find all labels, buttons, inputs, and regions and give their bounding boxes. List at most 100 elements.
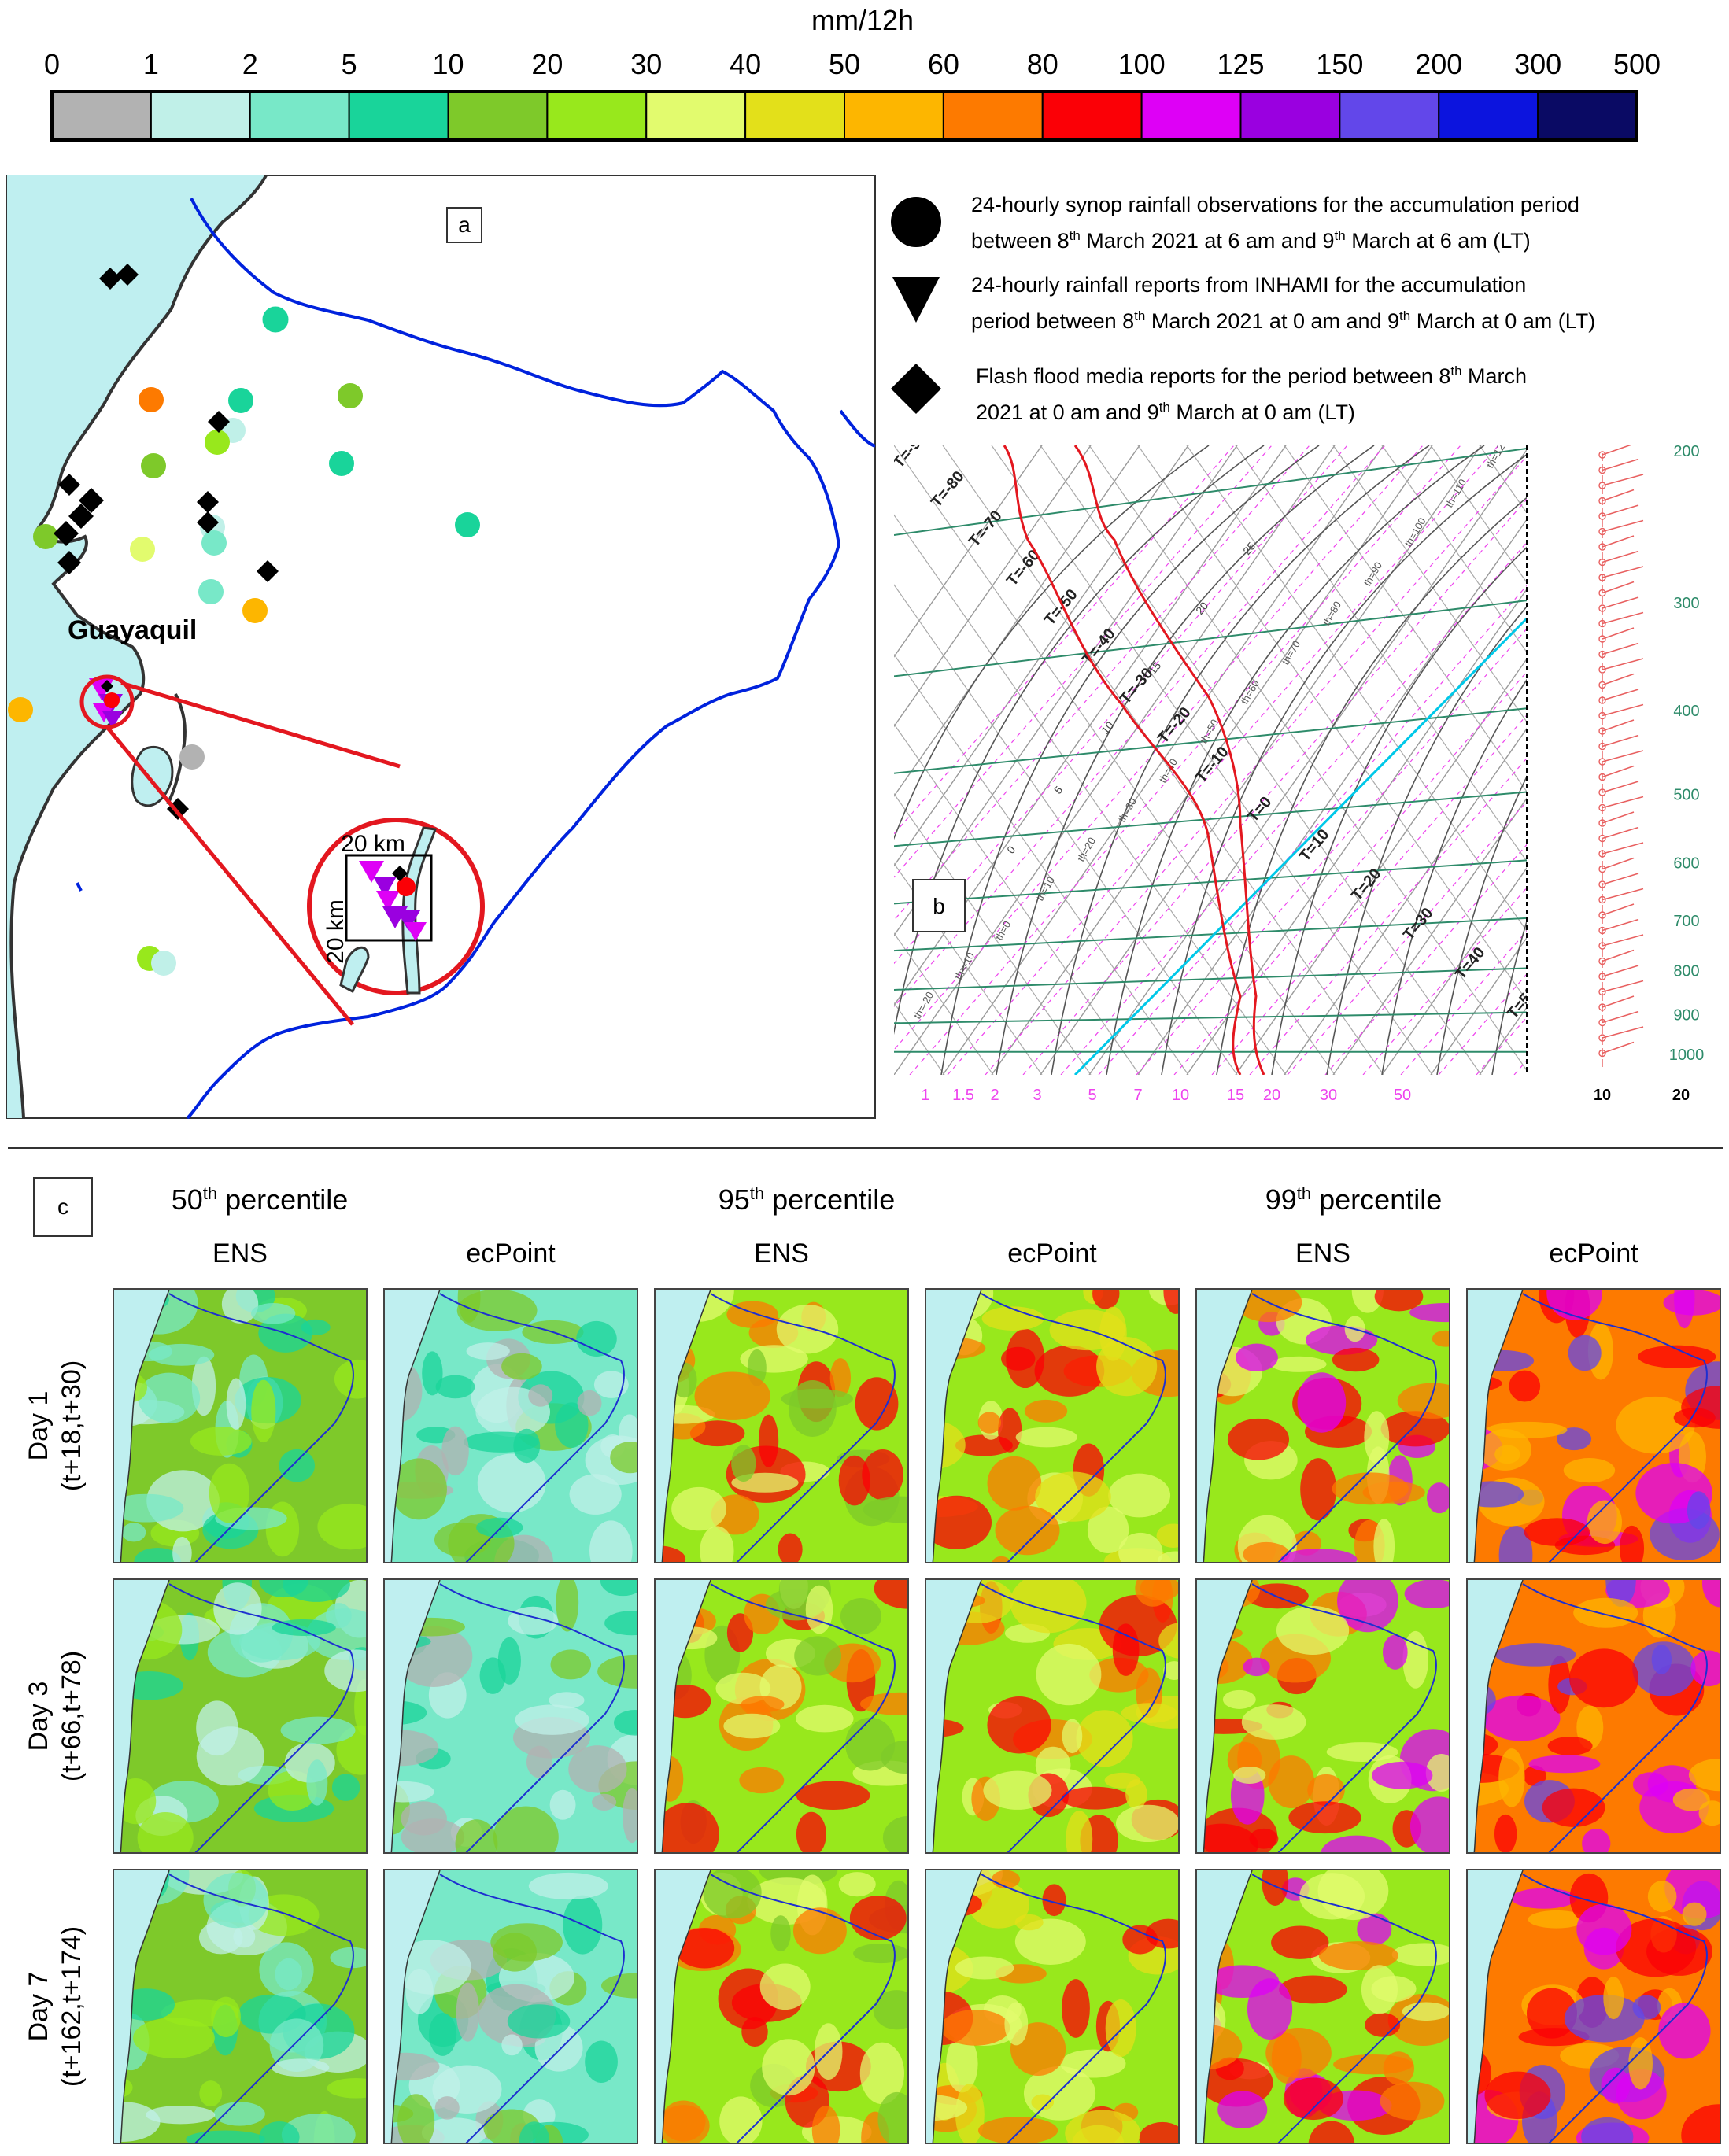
national-border xyxy=(186,198,841,1119)
forecast-map-tile xyxy=(1195,1578,1450,1854)
lead-time-row-heading: Day 3 (t+66,t+78) xyxy=(24,1650,87,1782)
synop-point xyxy=(33,524,58,549)
wind-barb xyxy=(1602,965,1639,977)
pressure-tick: 700 xyxy=(1673,913,1699,930)
wind-barb-base xyxy=(1598,1034,1606,1042)
grid-diagonal xyxy=(991,445,1433,1075)
wind-barb-base xyxy=(1598,1049,1606,1058)
wind-barb xyxy=(1602,903,1635,916)
colorbar-swatch xyxy=(150,90,251,141)
colorbar-tick: 100 xyxy=(1118,48,1166,80)
synop-point xyxy=(104,692,120,708)
wind-barb-base xyxy=(1598,681,1606,689)
wind-barb xyxy=(1602,474,1644,486)
wind-barb xyxy=(1602,1010,1639,1024)
wind-barb xyxy=(1602,1041,1635,1054)
wind-barb xyxy=(1602,1026,1644,1039)
colorbar: mm/12h 0 1 2 5 10 20 30 40 50 60 80 100 125 150 200 300… xyxy=(44,4,1661,142)
inhami-triangle xyxy=(376,891,400,911)
wind-barb-base xyxy=(1598,1003,1606,1011)
wind-barb xyxy=(1602,535,1635,548)
wind-barb-base xyxy=(1598,558,1606,567)
pressure-tick: 500 xyxy=(1673,787,1699,804)
dry-adiabat xyxy=(1271,546,1527,1075)
panel-a-map: a xyxy=(6,175,876,1119)
isotherm xyxy=(894,445,1092,728)
wind-barb-base xyxy=(1598,803,1606,812)
panel-b-label: b xyxy=(933,894,945,918)
colorbar-tick: 40 xyxy=(730,48,761,80)
colorbar-swatch xyxy=(1041,90,1143,141)
dry-adiabat xyxy=(894,445,1210,840)
mixing-ratio-tick: 3 xyxy=(1033,1087,1041,1104)
synop-point xyxy=(242,598,268,623)
colorbar-swatch xyxy=(1239,90,1341,141)
synop-point xyxy=(205,430,230,455)
wind-barb-base xyxy=(1598,865,1606,873)
flood-diamond xyxy=(68,504,94,529)
grid-diagonal xyxy=(894,862,1043,1075)
colorbar-swatch xyxy=(645,90,747,141)
wind-barb-base xyxy=(1598,742,1606,751)
grid-diagonal xyxy=(1235,445,1527,862)
mixing-ratio-line xyxy=(947,445,1499,1075)
wind-tick: 10 xyxy=(1594,1087,1611,1104)
panel-a-label: a xyxy=(458,212,471,237)
colorbar-swatch xyxy=(51,90,152,141)
wind-barb xyxy=(1602,750,1644,762)
wind-barb-base xyxy=(1598,604,1606,612)
wind-barb-base xyxy=(1598,482,1606,489)
pressure-line xyxy=(894,1011,1527,1024)
pressure-line xyxy=(894,917,1527,952)
forecast-map-tile xyxy=(1195,1288,1450,1563)
grid-diagonal xyxy=(894,723,1140,1075)
wind-barb-base xyxy=(1598,527,1606,536)
wind-barb xyxy=(1602,873,1639,885)
mixing-ratio-line xyxy=(894,445,1424,1050)
colorbar-swatch xyxy=(1140,90,1242,141)
colorbar-title: mm/12h xyxy=(811,4,914,36)
dry-adiabat xyxy=(1381,678,1527,1075)
dry-adiabat xyxy=(1161,453,1527,1075)
colorbar-tick: 0 xyxy=(44,48,60,80)
colorbar-swatch xyxy=(447,90,549,141)
pressure-tick: 400 xyxy=(1673,703,1699,720)
diamond-icon xyxy=(891,364,941,414)
colorbar-tick: 125 xyxy=(1217,48,1264,80)
percentile-heading: 50th percentile xyxy=(171,1183,349,1216)
lead-time-row-heading: Day 7 (t+162,t+174) xyxy=(24,1925,87,2088)
wind-barb xyxy=(1602,826,1639,840)
synop-point xyxy=(329,451,354,476)
wind-barb xyxy=(1602,550,1639,563)
colorbar-swatch xyxy=(744,90,845,141)
isotherm xyxy=(894,445,1043,658)
percentile-heading: 95th percentile xyxy=(718,1183,896,1216)
wind-barb-base xyxy=(1598,574,1606,581)
legend-symbols xyxy=(891,197,941,414)
wind-barb-base xyxy=(1598,957,1606,965)
parcel-line xyxy=(1073,617,1527,1075)
synop-point xyxy=(198,579,224,604)
colorbar-tick: 1 xyxy=(143,48,159,80)
wind-barb-base xyxy=(1598,1018,1606,1027)
isotherm xyxy=(1332,797,1527,1075)
pressure-tick: 300 xyxy=(1673,595,1699,612)
synop-point xyxy=(8,697,33,722)
panel-c-label-box: c xyxy=(33,1177,93,1237)
colorbar-swatch xyxy=(546,90,648,141)
flood-diamond xyxy=(197,491,219,513)
panel-b-skewt: T=-90T=-80T=-70T=-60T=-50T=-40T=-30T=-20… xyxy=(894,445,1727,1104)
colorbar-tick: 2 xyxy=(242,48,258,80)
circle-icon xyxy=(891,197,941,247)
wind-barb xyxy=(1602,857,1635,870)
dry-adiabat xyxy=(1216,497,1527,1075)
wind-barb xyxy=(1602,489,1635,502)
wind-barb xyxy=(1602,719,1635,732)
colorbar-swatch xyxy=(348,90,449,141)
mixing-ratio-line xyxy=(909,445,1461,1075)
wind-barb xyxy=(1602,689,1639,701)
flood-diamond xyxy=(54,521,79,546)
dry-adiabat xyxy=(1051,445,1430,1075)
dry-adiabat xyxy=(1436,775,1527,1075)
colorbar-swatch xyxy=(249,90,350,141)
